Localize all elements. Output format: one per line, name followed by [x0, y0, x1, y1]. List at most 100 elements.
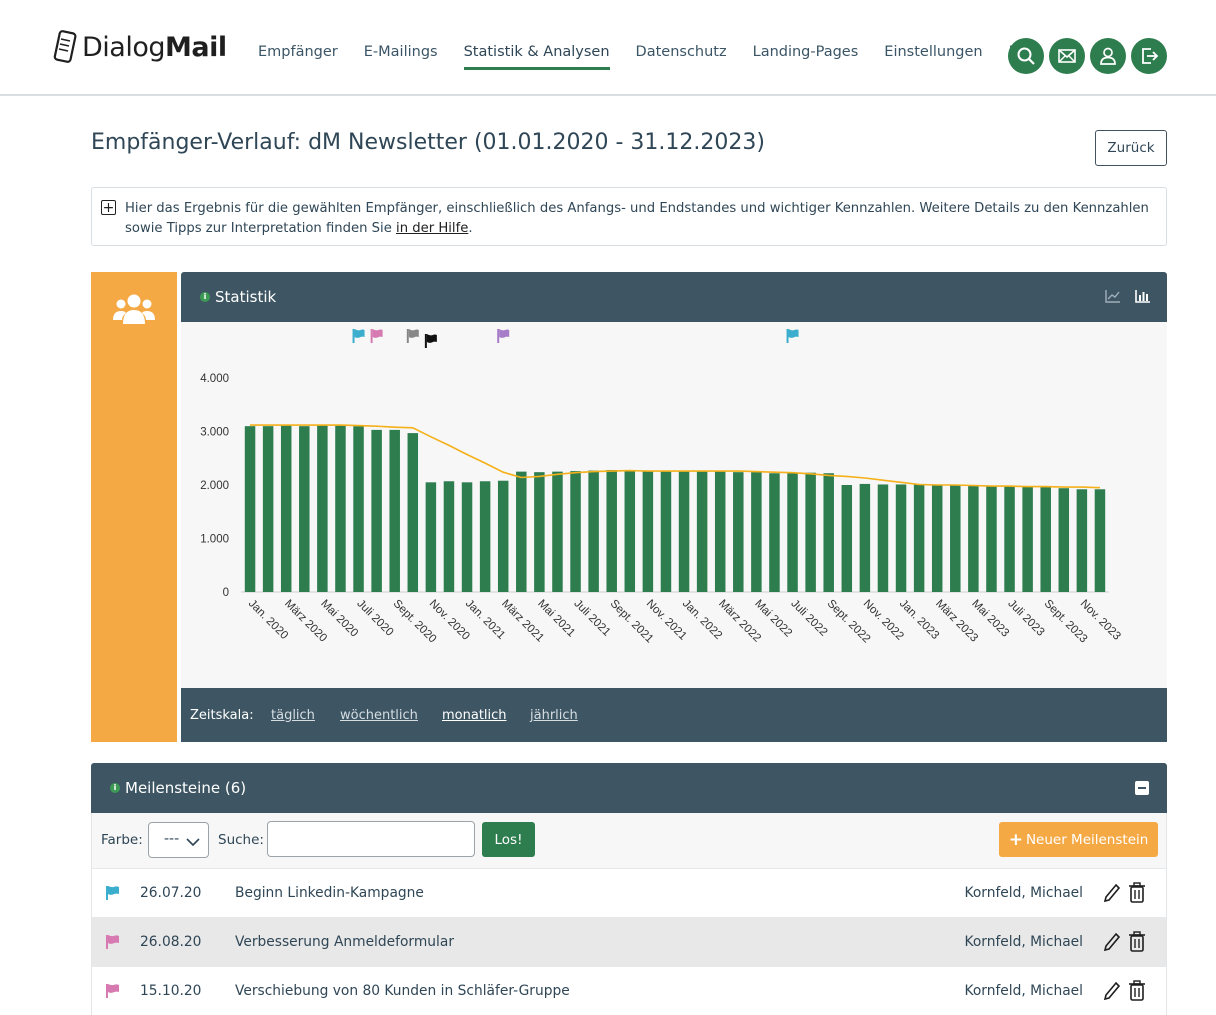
- chart-bar: [1040, 487, 1051, 592]
- chart-bar: [986, 486, 997, 592]
- dialogmail-logo[interactable]: DialogMail: [52, 30, 227, 64]
- chart-bar: [534, 472, 545, 592]
- chart-bar: [606, 470, 617, 592]
- chart-bar: [570, 471, 581, 592]
- x-tick-label: Juli 2020: [354, 598, 395, 639]
- new-milestone-button[interactable]: + Neuer Meilenstein: [999, 822, 1158, 857]
- chart-bar: [497, 480, 509, 592]
- help-link[interactable]: in der Hilfe: [396, 221, 469, 236]
- expand-plus-icon[interactable]: +: [101, 199, 116, 216]
- x-tick-label: Juli 2021: [571, 598, 612, 639]
- chart-bar: [660, 471, 672, 592]
- chart-bar: [733, 472, 744, 592]
- search-button[interactable]: [1008, 38, 1044, 74]
- milestone-date: 26.07.20: [140, 885, 202, 901]
- chart-bar: [968, 486, 979, 592]
- milestone-flag-marker: [352, 329, 365, 343]
- line-chart-icon[interactable]: [1105, 289, 1121, 303]
- chart-bar: [859, 483, 871, 592]
- info-box: + Hier das Ergebnis für die gewählten Em…: [91, 187, 1167, 246]
- mail-button[interactable]: [1049, 38, 1085, 74]
- search-label: Suche:: [218, 832, 264, 848]
- y-tick-label: 3.000: [200, 427, 229, 439]
- y-tick-label: 2.000: [200, 480, 229, 492]
- milestone-flag-icon: [106, 935, 119, 949]
- chart-bar: [787, 473, 798, 592]
- chart-bar: [714, 471, 726, 592]
- edit-pencil-icon[interactable]: [1103, 981, 1121, 1001]
- timescale-daily[interactable]: täglich: [271, 708, 315, 723]
- milestone-title: Beginn Linkedin-Kampagne: [235, 885, 424, 901]
- nav-item-3[interactable]: Datenschutz: [635, 44, 727, 60]
- info-badge[interactable]: i: [200, 292, 210, 302]
- chart-bar: [805, 472, 816, 592]
- milestones-filter-bar: Farbe: --- Suche: Los! + Neuer Meilenste…: [91, 813, 1167, 868]
- chart-bar: [317, 425, 328, 592]
- nav-item-2[interactable]: Statistik & Analysen: [463, 44, 610, 70]
- edit-pencil-icon[interactable]: [1103, 883, 1121, 903]
- y-tick-label: 0: [223, 587, 229, 599]
- chart-bar: [461, 482, 473, 592]
- search-icon: [1017, 47, 1035, 65]
- recipients-sidebar-tile: [91, 272, 177, 742]
- nav-item-5[interactable]: Einstellungen: [884, 44, 983, 60]
- chart-bar: [913, 484, 925, 592]
- user-button[interactable]: [1090, 38, 1126, 74]
- milestone-flag-marker: [786, 329, 799, 343]
- nav-item-1[interactable]: E-Mailings: [363, 44, 438, 60]
- statistics-title: Statistik: [215, 288, 277, 306]
- header-actions: [1008, 38, 1172, 74]
- milestones-info-badge[interactable]: i: [110, 783, 120, 793]
- milestone-flag-icon: [106, 886, 119, 900]
- milestone-row: 15.10.20 Verschiebung von 80 Kunden in Sc…: [91, 966, 1167, 1015]
- color-filter-select[interactable]: ---: [148, 822, 209, 858]
- chart-bar: [1076, 489, 1088, 592]
- milestone-flag-marker: [497, 329, 510, 343]
- milestone-search-input[interactable]: [267, 821, 475, 857]
- milestone-flag-icon: [106, 984, 119, 998]
- logout-button[interactable]: [1131, 38, 1167, 74]
- chart-bar: [751, 472, 762, 592]
- back-button[interactable]: Zurück: [1095, 130, 1167, 166]
- chart-bar: [262, 426, 274, 592]
- edit-pencil-icon[interactable]: [1103, 932, 1121, 952]
- milestone-row: 26.07.20 Beginn Linkedin-Kampagne Kornfeld…: [91, 868, 1167, 917]
- chart-bar: [823, 473, 834, 592]
- delete-trash-icon[interactable]: [1128, 882, 1146, 903]
- chart-bar: [479, 481, 491, 592]
- info-suffix: .: [468, 221, 473, 236]
- chart-view-toggle: [1091, 289, 1151, 303]
- milestone-author: Kornfeld, Michael: [964, 983, 1083, 999]
- timescale-yearly[interactable]: jährlich: [530, 708, 578, 723]
- chart-bar: [1094, 489, 1106, 592]
- bar-chart-icon[interactable]: [1135, 289, 1151, 303]
- chart-bar: [516, 471, 527, 592]
- chart-bar: [769, 473, 780, 592]
- y-tick-label: 1.000: [200, 534, 229, 546]
- nav-item-4[interactable]: Landing-Pages: [752, 44, 859, 60]
- milestone-flag-marker: [370, 329, 383, 343]
- collapse-icon[interactable]: [1135, 781, 1149, 795]
- timescale-monthly[interactable]: monatlich: [442, 708, 507, 723]
- milestone-title: Verschiebung von 80 Kunden in Schläfer-G…: [235, 983, 570, 999]
- users-group-icon: [113, 294, 155, 324]
- delete-trash-icon[interactable]: [1128, 980, 1146, 1001]
- main-navigation: Empfänger E-Mailings Statistik & Analysen D…: [258, 44, 1068, 70]
- delete-trash-icon[interactable]: [1128, 931, 1146, 952]
- plus-icon: +: [1008, 829, 1023, 850]
- chart-bar: [877, 484, 889, 592]
- statistics-panel-header: i Statistik: [181, 272, 1167, 322]
- chart-bar: [425, 482, 437, 592]
- timescale-weekly[interactable]: wöchentlich: [340, 708, 418, 723]
- milestone-date: 26.08.20: [140, 934, 202, 950]
- timescale-bar: Zeitskala: täglich wöchentlich monatlich…: [181, 688, 1167, 742]
- chart-bar: [443, 481, 455, 592]
- page-title: Empfänger-Verlauf: dM Newsletter (01.01.…: [91, 130, 765, 155]
- chart-bar: [642, 471, 654, 592]
- phone-logo-icon: [53, 30, 77, 63]
- nav-item-0[interactable]: Empfänger: [258, 44, 338, 60]
- chart-bar: [1058, 488, 1070, 592]
- chart-bar: [280, 425, 292, 592]
- search-go-button[interactable]: Los!: [482, 822, 535, 857]
